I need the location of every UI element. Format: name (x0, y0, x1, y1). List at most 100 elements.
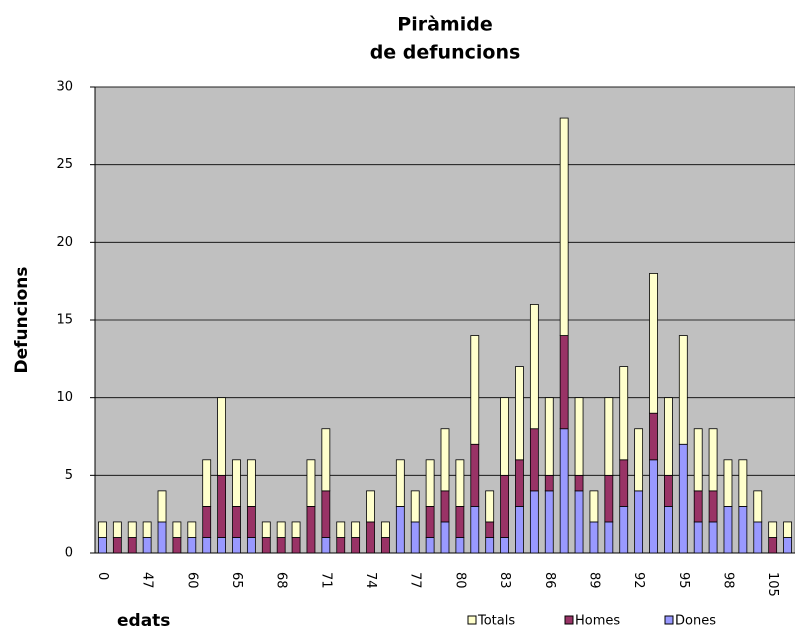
bar-segment (261, 537, 271, 554)
y-tick-label: 15 (56, 313, 73, 328)
bar-segment (500, 474, 509, 538)
bar-segment (112, 521, 122, 538)
bar-segment (515, 505, 524, 554)
bar-segment (604, 397, 614, 476)
bar-segment (768, 537, 778, 554)
bar-segment (306, 459, 316, 507)
bar-segment (246, 537, 256, 554)
y-tick-label: 10 (56, 390, 73, 405)
bar-segment (515, 366, 524, 461)
bar-segment (187, 537, 197, 554)
x-tick-label: 95 (676, 572, 691, 589)
x-axis-label: edats (117, 611, 170, 631)
bar-segment (783, 521, 792, 538)
bar-segment (321, 490, 331, 538)
bar-segment (321, 428, 331, 492)
bar-segment (306, 505, 316, 554)
bar-segment (649, 412, 658, 461)
bar-segment (723, 459, 733, 507)
x-tick-label: 80 (452, 572, 467, 589)
bar-segment (470, 335, 480, 445)
x-tick-label: 77 (408, 572, 423, 589)
bar-segment (559, 335, 569, 430)
bar-segment (395, 505, 405, 554)
bar-segment (410, 490, 420, 523)
bar-segment (246, 459, 256, 507)
bar-segment (217, 474, 226, 538)
bar-segment (589, 521, 599, 554)
bar-segment (574, 474, 584, 492)
bar-segment (574, 490, 584, 554)
x-tick-label: 60 (184, 572, 199, 589)
bar-segment (678, 443, 688, 554)
x-tick-label: 86 (542, 572, 557, 589)
bar-segment (217, 397, 226, 476)
legend-label: Totals (477, 614, 515, 629)
y-tick-label: 20 (56, 235, 73, 250)
bar-segment (202, 537, 212, 554)
x-tick-label: 0 (95, 572, 110, 580)
bar-segment (664, 505, 673, 554)
x-tick-label: 47 (140, 572, 155, 589)
bar-segment (381, 537, 390, 554)
bar-segment (127, 521, 137, 538)
x-tick-label: 83 (497, 572, 512, 589)
bar-segment (693, 428, 703, 492)
bar-segment (649, 272, 658, 414)
legend-swatch (664, 615, 674, 625)
bar-segment (440, 521, 450, 554)
bar-segment (604, 521, 614, 554)
bar-segment (529, 304, 539, 430)
bar-segment (753, 490, 763, 523)
bar-segment (217, 537, 226, 554)
x-tick-label: 98 (720, 572, 735, 589)
bar-segment (142, 537, 152, 554)
bar-segment (708, 521, 718, 554)
bar-segment (693, 521, 703, 554)
bar-segment (425, 505, 435, 538)
chart-title: de defuncions (370, 42, 521, 64)
bar-segment (202, 505, 212, 538)
bar-segment (544, 397, 554, 476)
bar-segment (455, 459, 465, 507)
bar-segment (634, 490, 644, 554)
x-tick-label: 71 (318, 572, 333, 589)
bar-segment (753, 521, 763, 554)
bar-segment (291, 521, 301, 538)
bar-segment (619, 366, 629, 461)
bar-segment (440, 490, 450, 523)
bar-segment (708, 428, 718, 492)
x-tick-label: 74 (363, 572, 378, 589)
bar-segment (470, 443, 480, 507)
bar-segment (157, 490, 167, 523)
bar-segment (366, 521, 375, 554)
bar-segment (619, 505, 629, 554)
bar-segment (410, 521, 420, 554)
bar-segment (232, 505, 241, 538)
bar-segment (455, 505, 465, 538)
bar-segment (723, 505, 733, 554)
bar-segment (157, 521, 167, 554)
bar-segment (738, 459, 748, 507)
bar-segment (202, 459, 212, 507)
bar-segment (142, 521, 152, 538)
bar-segment (649, 459, 658, 554)
bar-segment (604, 474, 614, 523)
bar-segment (261, 521, 271, 538)
x-tick-label: 92 (631, 572, 646, 589)
bar-segment (246, 505, 256, 538)
x-tick-label: 65 (229, 572, 244, 589)
bar-segment (529, 428, 539, 492)
bar-segment (276, 521, 286, 538)
bar-segment (664, 397, 673, 476)
bar-segment (485, 537, 495, 554)
bar-segment (768, 521, 778, 538)
bar-segment (544, 474, 554, 492)
legend-swatch (564, 615, 574, 625)
bar-segment (276, 537, 286, 554)
bar-segment (485, 521, 495, 538)
legend-swatch (467, 615, 477, 625)
bar-segment (351, 521, 361, 538)
bar-segment (366, 490, 375, 523)
